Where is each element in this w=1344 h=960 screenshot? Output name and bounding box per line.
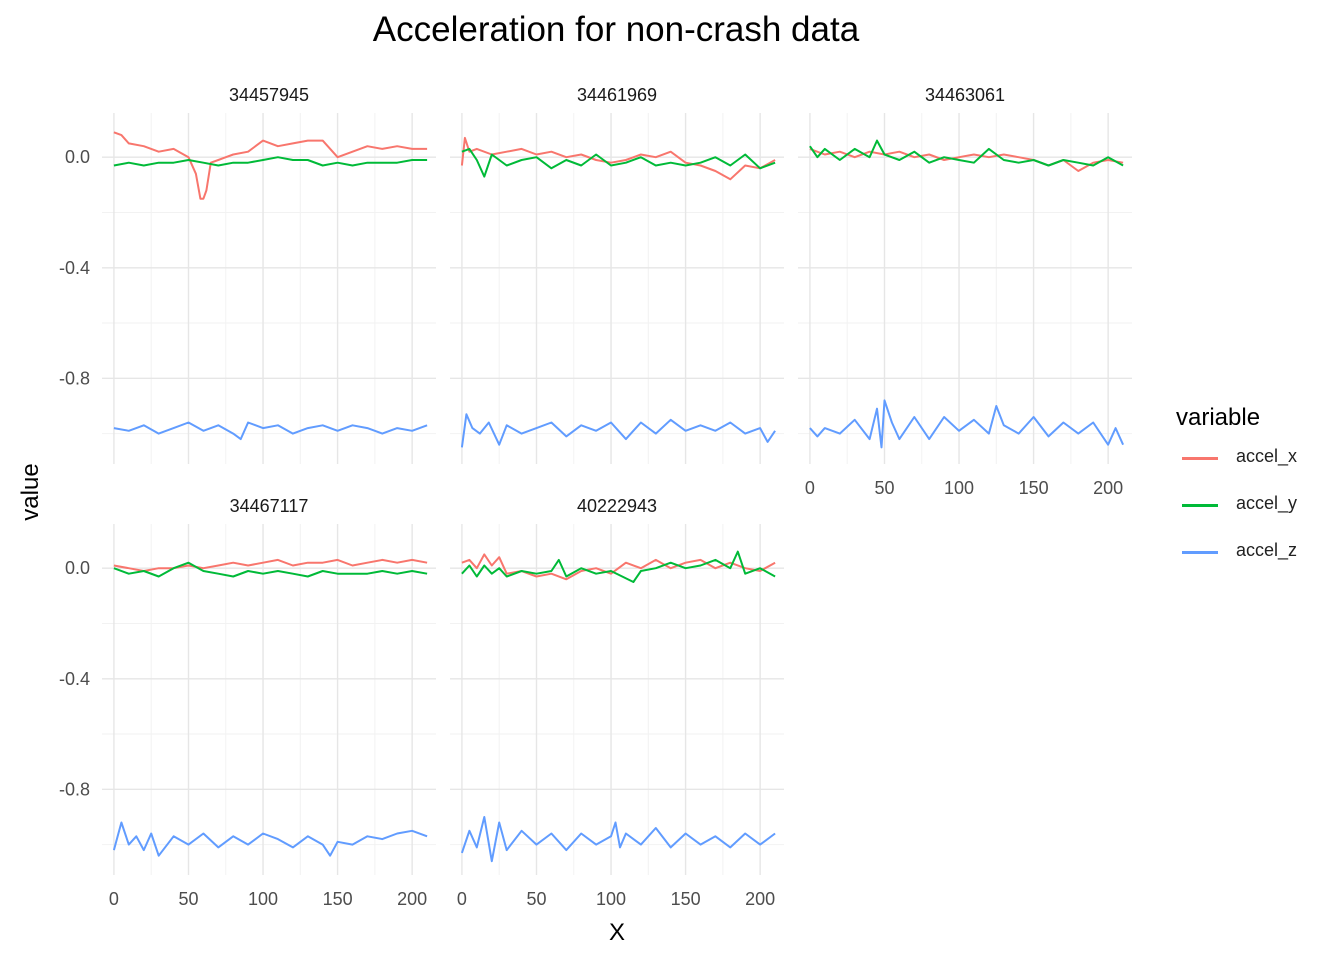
- series-line-accel-y: [113, 561, 428, 578]
- legend-title: variable: [1176, 404, 1261, 431]
- y-tick-label: -0.8: [59, 368, 90, 388]
- series-line-accel-y: [113, 156, 428, 167]
- x-axis-title: X: [609, 919, 625, 946]
- series-line-accel-x: [113, 558, 428, 572]
- series-line-accel-z: [460, 816, 776, 863]
- x-tick-label: 200: [745, 889, 775, 909]
- x-tick-label: 50: [178, 889, 198, 909]
- y-tick-label: -0.4: [59, 669, 90, 689]
- x-tick-label: 50: [874, 478, 894, 498]
- series-line-accel-z: [460, 413, 776, 448]
- x-tick-label: 0: [109, 889, 119, 909]
- facet-label: 34463061: [925, 85, 1005, 105]
- series-line-accel-x: [809, 147, 1124, 172]
- x-tick-label: 100: [596, 889, 626, 909]
- facet-label: 34461969: [577, 85, 657, 105]
- x-tick-label: 100: [944, 478, 974, 498]
- x-tick-label: 200: [1093, 478, 1123, 498]
- x-tick-label: 0: [805, 478, 815, 498]
- legend-key-accel-y: [1182, 504, 1218, 507]
- x-tick-label: 100: [248, 889, 278, 909]
- y-tick-label: 0.0: [65, 558, 90, 578]
- series-line-accel-y: [809, 139, 1124, 167]
- series-line-accel-x: [461, 553, 776, 581]
- legend-item-accel-z: accel_z: [1176, 536, 1336, 583]
- legend-label-accel-z: accel_z: [1236, 540, 1298, 560]
- y-tick-label: 0.0: [65, 147, 90, 167]
- facet-label: 40222943: [577, 496, 657, 516]
- series-line-accel-y: [461, 550, 776, 583]
- series-line-accel-z: [112, 821, 428, 857]
- series-line-accel-y: [461, 147, 776, 178]
- series-line-accel-z: [809, 399, 1125, 449]
- legend-item-accel-x: accel_x: [1176, 442, 1336, 489]
- x-tick-label: 150: [1019, 478, 1049, 498]
- facet-label: 34467117: [230, 496, 309, 516]
- chart-title: Acceleration for non-crash data: [372, 10, 860, 49]
- series-line-accel-z: [113, 421, 428, 441]
- legend-key-accel-z: [1182, 551, 1218, 554]
- x-tick-label: 150: [671, 889, 701, 909]
- legend-label-accel-x: accel_x: [1236, 446, 1298, 466]
- y-tick-label: -0.8: [59, 779, 90, 799]
- y-axis-title: value: [17, 463, 44, 520]
- x-tick-label: 50: [526, 889, 546, 909]
- legend-item-accel-y: accel_y: [1176, 489, 1336, 536]
- x-tick-label: 200: [397, 889, 427, 909]
- legend-key-accel-x: [1182, 457, 1218, 460]
- facet-label: 34457945: [229, 85, 309, 105]
- legend-label-accel-y: accel_y: [1236, 493, 1298, 513]
- x-tick-label: 0: [457, 889, 467, 909]
- series-line-accel-x: [113, 131, 428, 200]
- y-tick-label: -0.4: [59, 258, 90, 278]
- x-tick-label: 150: [323, 889, 353, 909]
- series-line-accel-x: [460, 136, 776, 181]
- legend: variable accel_x accel_y accel_z: [1176, 404, 1336, 583]
